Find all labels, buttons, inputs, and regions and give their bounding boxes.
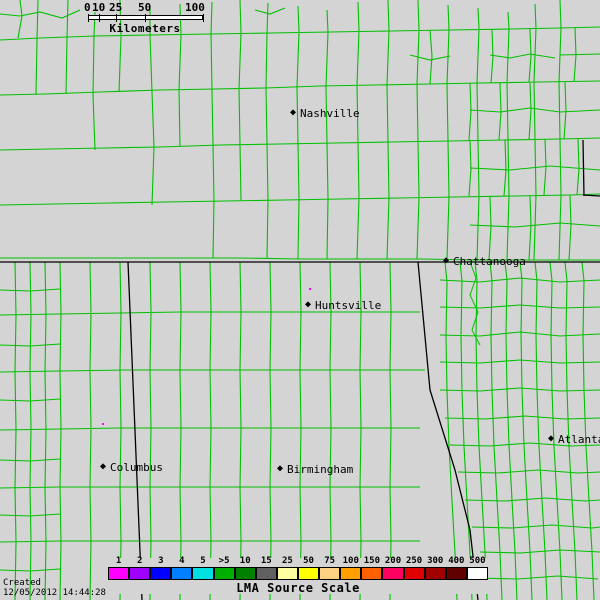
scale-tick-label-100: 100	[185, 1, 205, 14]
legend-cell: 2	[129, 556, 151, 580]
scale-tick-label-0: 0	[84, 1, 91, 14]
legend-cell: 25	[276, 556, 298, 580]
legend-cell-swatch	[213, 567, 235, 580]
lma-source-point	[102, 423, 104, 425]
scale-bar-labels: 0 10 25 50 100	[75, 2, 215, 15]
scale-tick-10	[99, 14, 100, 22]
legend-cell: 1	[108, 556, 130, 580]
scale-tick-label-10: 10	[92, 1, 106, 14]
legend-cell: 500	[466, 556, 488, 580]
legend-cell-swatch	[108, 567, 130, 580]
legend-cell-swatch	[298, 567, 320, 580]
legend-cell-label: 250	[405, 556, 423, 566]
scale-tick-label-50: 50	[138, 1, 152, 14]
legend-cell: 150	[361, 556, 383, 580]
legend-cell: 400	[445, 556, 467, 580]
legend-cell-label: >5	[218, 556, 230, 566]
legend-cell: 200	[382, 556, 404, 580]
legend-cell-swatch	[445, 567, 467, 580]
lma-source-point	[309, 288, 311, 290]
scale-tick-100	[203, 14, 204, 22]
legend-cell-label: 1	[115, 556, 122, 566]
city-dot-icon: ◆	[305, 299, 312, 310]
city-dot-icon: ◆	[100, 461, 107, 472]
city-label: Atlanta	[558, 433, 600, 446]
city-label: Nashville	[300, 107, 360, 120]
legend-cell-swatch	[340, 567, 362, 580]
legend-cell-label: 400	[448, 556, 465, 566]
legend-cell-swatch	[171, 567, 193, 580]
legend-cell: 50	[298, 556, 320, 580]
legend-cell-label: 150	[363, 556, 381, 566]
city-dot-icon: ◆	[277, 463, 284, 474]
legend-cell-label: 15	[260, 556, 272, 566]
legend-cell-swatch	[466, 567, 488, 580]
legend-cell-label: 50	[303, 556, 314, 566]
legend-cell-label: 500	[469, 556, 486, 566]
legend-cell: 75	[319, 556, 341, 580]
state-boundaries	[0, 139, 600, 600]
city-label: Chattanooga	[453, 255, 526, 268]
legend-cell-label: 2	[136, 556, 143, 566]
legend-cell-swatch	[382, 567, 404, 580]
legend-cell-swatch	[403, 567, 425, 580]
lma-source-scale-legend: 1 2 3 4 5 >5 10 15 25 50 75 100 150 200 250 300 400 500 L…	[108, 556, 488, 595]
legend-cell: 250	[403, 556, 425, 580]
scale-bar-title: Kilometers	[109, 22, 181, 35]
city-dot-icon: ◆	[290, 107, 297, 118]
legend-cell: 300	[424, 556, 446, 580]
legend-cell: 15	[255, 556, 277, 580]
legend-cell-swatch	[361, 567, 383, 580]
legend-cell-label: 4	[179, 556, 185, 566]
city-dot-icon: ◆	[443, 255, 450, 266]
scale-bar: 0 10 25 50 100 Kilometers	[75, 2, 215, 36]
legend-cell: >5	[213, 556, 235, 580]
legend-cell: 10	[234, 556, 256, 580]
legend-cell: 3	[150, 556, 172, 580]
legend-cell-label: 100	[342, 556, 359, 566]
scale-tick-0	[88, 14, 89, 22]
legend-cell: 5	[192, 556, 214, 580]
legend-cell-label: 5	[200, 556, 206, 566]
legend-cell-swatch	[319, 567, 341, 580]
legend-cell-swatch	[150, 567, 172, 580]
legend-title: LMA Source Scale	[236, 581, 360, 595]
city-label: Birmingham	[287, 463, 354, 476]
created-timestamp: Created 12/05/2012 14:44:28	[3, 578, 106, 598]
legend-cell: 100	[340, 556, 362, 580]
created-datetime: 12/05/2012 14:44:28	[3, 588, 106, 598]
water-features	[469, 261, 481, 346]
scale-tick-25	[116, 14, 117, 22]
legend-cell-label: 75	[324, 556, 336, 566]
legend-cell-swatch	[192, 567, 214, 580]
legend-swatch-row: 1 2 3 4 5 >5 10 15 25 50 75 100 150 200 250 300 400 500	[108, 556, 488, 580]
city-dot-icon: ◆	[548, 433, 555, 444]
scale-tick-label-25: 25	[109, 1, 123, 14]
legend-cell-label: 300	[427, 556, 444, 566]
scale-tick-50	[145, 14, 146, 22]
legend-cell-label: 25	[282, 556, 293, 566]
city-label: Huntsville	[315, 299, 382, 312]
legend-cell-swatch	[129, 567, 151, 580]
created-label: Created	[3, 578, 41, 588]
legend-cell-swatch	[234, 567, 256, 580]
legend-cell-label: 200	[384, 556, 402, 566]
legend-cell: 4	[171, 556, 193, 580]
legend-cell-swatch	[424, 567, 446, 580]
legend-cell-swatch	[255, 567, 277, 580]
city-label: Columbus	[110, 461, 163, 474]
legend-cell-label: 10	[239, 556, 251, 566]
legend-cell-swatch	[276, 567, 298, 580]
legend-cell-label: 3	[158, 556, 164, 566]
